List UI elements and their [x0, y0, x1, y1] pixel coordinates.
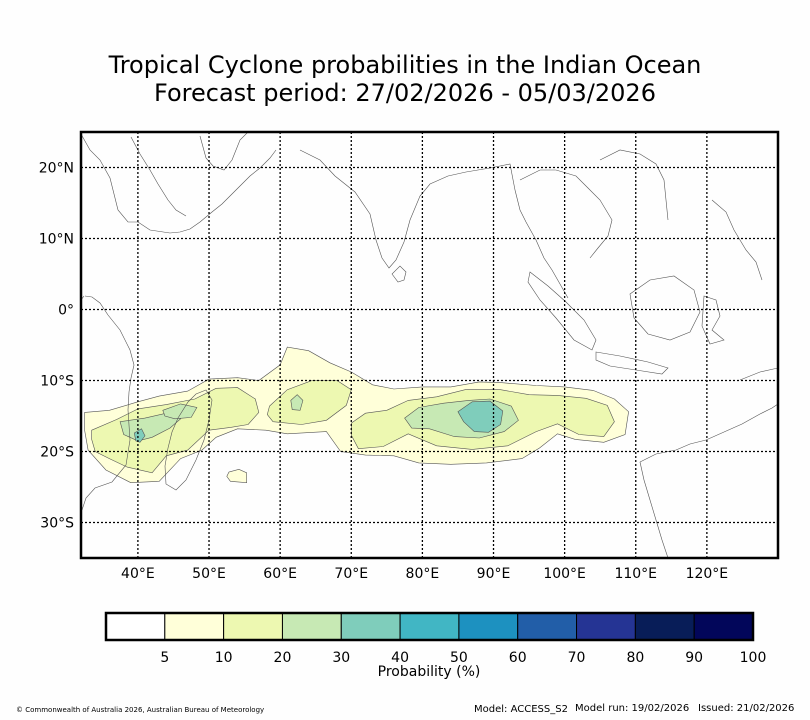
colorbar-swatch	[105, 612, 166, 641]
colorbar-swatch	[164, 612, 225, 641]
colorbar	[104, 611, 755, 642]
colorbar-tick-label: 40	[391, 650, 409, 666]
lon-tick-label: 110°E	[614, 566, 657, 582]
lat-tick-label: 30°S	[40, 516, 74, 532]
lon-tick-label: 100°E	[543, 566, 586, 582]
colorbar-tick-label: 20	[273, 650, 292, 666]
colorbar-tick-label: 10	[214, 650, 233, 666]
colorbar-swatch	[340, 612, 401, 641]
colorbar-tick-label: 80	[626, 650, 645, 666]
colorbar-swatch	[576, 612, 636, 641]
probability-contour-20	[290, 394, 304, 411]
lon-tick-label: 50°E	[192, 566, 226, 582]
colorbar-tick-label: 5	[160, 650, 170, 666]
lat-tick-label: 0°	[58, 303, 74, 319]
lon-tick-label: 70°E	[334, 566, 368, 582]
colorbar-swatch	[634, 612, 695, 641]
colorbar-tick-label: 100	[739, 650, 767, 666]
probability-contour-30	[133, 428, 146, 443]
colorbar-tick-label: 70	[567, 650, 586, 666]
colorbar-title: Probability (%)	[377, 664, 481, 680]
lon-tick-label: 60°E	[263, 566, 297, 582]
lon-tick-label: 40°E	[121, 566, 155, 582]
colorbar-frame	[104, 611, 755, 642]
probability-contour-10	[266, 380, 352, 425]
lon-tick-label: 120°E	[686, 566, 729, 582]
probability-contour-5	[226, 468, 247, 484]
issued-date: Issued: 21/02/2026	[698, 703, 795, 714]
lat-tick-label: 10°N	[39, 232, 74, 248]
graticule	[81, 132, 778, 558]
colorbar-swatch	[517, 612, 578, 641]
chart-title: Tropical Cyclone probabilities in the In…	[108, 51, 702, 79]
colorbar-swatch	[281, 612, 342, 641]
probability-contour-30	[457, 400, 504, 433]
probability-contour-20	[162, 403, 198, 420]
lat-tick-label: 10°S	[40, 374, 74, 390]
colorbar-tick-label: 30	[332, 650, 351, 666]
lon-tick-label: 90°E	[477, 566, 511, 582]
colorbar-tick-label: 50	[449, 650, 468, 666]
lat-tick-label: 20°N	[39, 161, 74, 177]
colorbar-tick-label: 90	[685, 650, 704, 666]
colorbar-swatch	[399, 612, 460, 641]
copyright-notice: © Commonwealth of Australia 2026, Austra…	[16, 706, 265, 714]
colorbar-swatch	[458, 612, 519, 641]
coastline	[81, 132, 778, 558]
colorbar-swatch	[223, 612, 283, 641]
model-run-date: Model run: 19/02/2026	[575, 703, 690, 714]
model-name: Model: ACCESS_S2	[474, 704, 568, 715]
lat-tick-label: 20°S	[40, 445, 74, 461]
colorbar-swatch	[693, 612, 754, 641]
forecast-period: Forecast period: 27/02/2026 - 05/03/2026	[154, 79, 656, 107]
map-frame	[79, 130, 780, 560]
colorbar-tick-label: 60	[508, 650, 527, 666]
lon-tick-label: 80°E	[406, 566, 440, 582]
